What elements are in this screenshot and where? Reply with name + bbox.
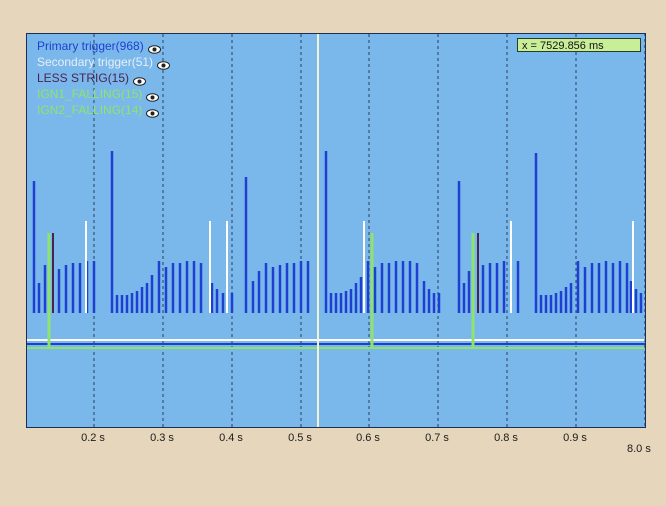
legend-item-less-strig[interactable]: LESS STRIG(15) — [37, 70, 170, 86]
cursor-readout: x = 7529.856 ms — [517, 38, 641, 52]
time-axis-end-label: 8.0 s — [627, 443, 651, 455]
tick-label: 0.3 s — [150, 432, 174, 444]
legend-item-ign2-falling[interactable]: IGN2_FALLING(14) — [37, 102, 170, 118]
legend-label-secondary-trigger: Secondary trigger(51) — [37, 55, 154, 69]
eye-icon[interactable] — [146, 106, 160, 118]
legend-label-primary-trigger: Primary trigger(968) — [37, 39, 144, 53]
eye-icon[interactable] — [147, 42, 161, 54]
tick-label: 0.6 s — [356, 432, 380, 444]
tick-label: 0.8 s — [494, 432, 518, 444]
legend-item-primary-trigger[interactable]: Primary trigger(968) — [37, 38, 170, 54]
trigger-waveform-svg — [27, 34, 645, 427]
eye-icon[interactable] — [157, 58, 171, 70]
eye-icon[interactable] — [146, 90, 160, 102]
trigger-plot-area[interactable]: Primary trigger(968) Secondary trigger(5… — [26, 33, 646, 428]
legend-label-less-strig: LESS STRIG(15) — [37, 71, 130, 85]
legend-label-ign2-falling: IGN2_FALLING(14) — [37, 103, 143, 117]
eye-icon[interactable] — [133, 74, 147, 86]
tick-label: 0.5 s — [288, 432, 312, 444]
legend-item-ign1-falling[interactable]: IGN1_FALLING(15) — [37, 86, 170, 102]
tick-label: 0.7 s — [425, 432, 449, 444]
legend-item-secondary-trigger[interactable]: Secondary trigger(51) — [37, 54, 171, 70]
tick-label: 0.9 s — [563, 432, 587, 444]
frame-edge-marks — [644, 33, 646, 426]
trigger-legend: Primary trigger(968) Secondary trigger(5… — [37, 38, 171, 118]
legend-label-ign1-falling: IGN1_FALLING(15) — [37, 87, 143, 101]
tick-label: 0.2 s — [81, 432, 105, 444]
tick-label: 0.4 s — [219, 432, 243, 444]
